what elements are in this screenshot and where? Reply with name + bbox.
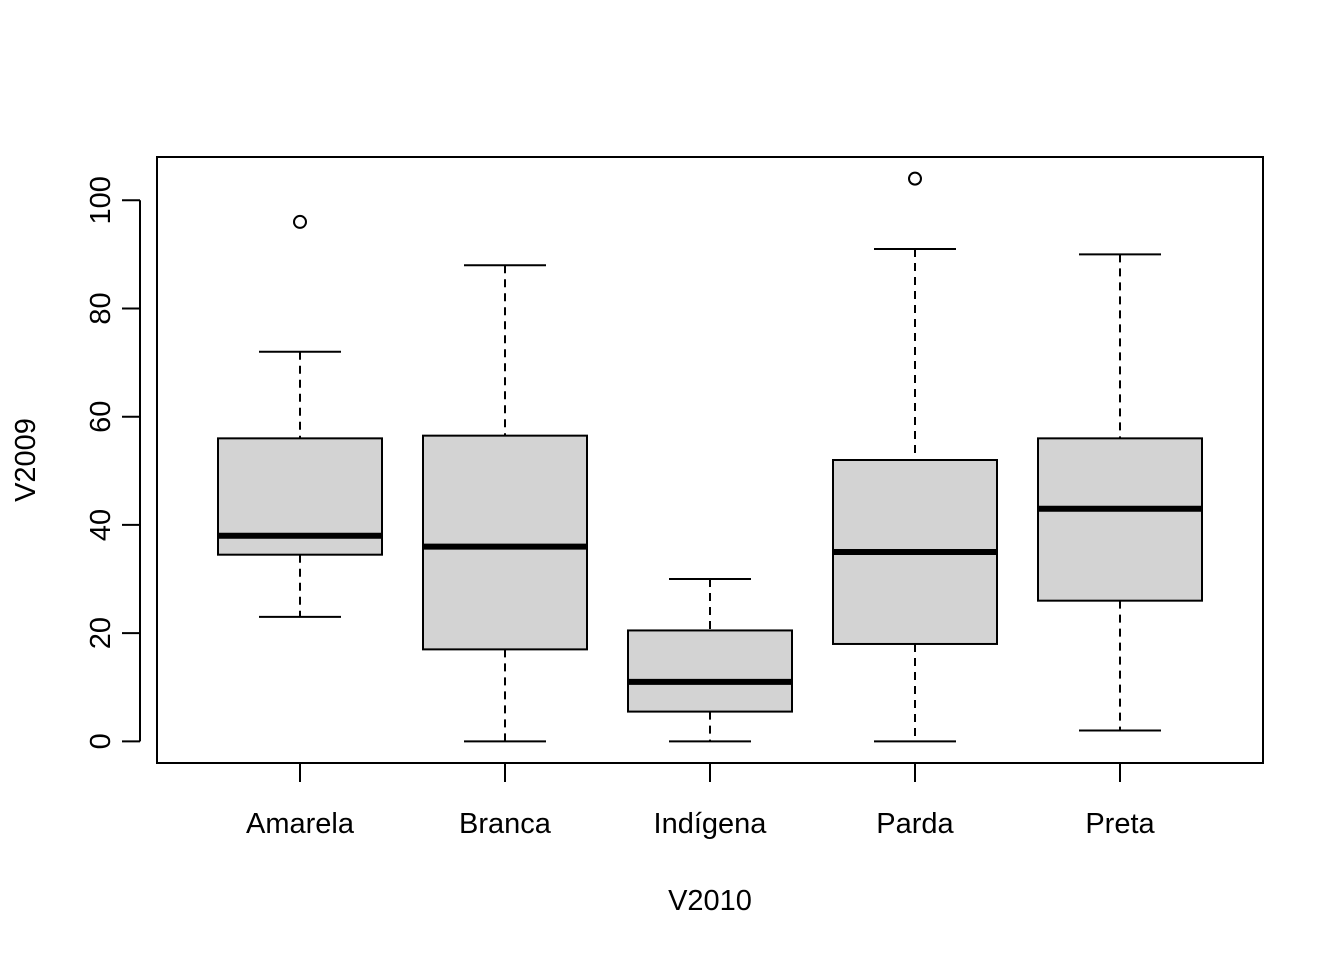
x-tick-label: Branca	[459, 808, 552, 840]
x-tick-label: Indígena	[654, 808, 768, 840]
box-iqr	[1037, 437, 1203, 602]
y-tick-label: 100	[85, 176, 117, 224]
box-group-2	[627, 578, 793, 743]
x-axis-label: V2010	[668, 885, 752, 917]
y-tick-label: 0	[85, 733, 117, 749]
box-iqr	[422, 434, 588, 651]
y-tick-label: 20	[85, 617, 117, 649]
box-iqr	[627, 629, 793, 713]
outlier-point	[908, 171, 922, 186]
y-axis-label: V2009	[10, 418, 42, 502]
box-group-0	[217, 214, 383, 618]
x-axis: Amarela Branca Indígena Parda Preta	[246, 763, 1156, 840]
y-axis: 0 20 40 60 80 100	[85, 176, 141, 749]
outlier-point	[293, 214, 307, 229]
box-group-4	[1037, 253, 1203, 732]
boxes-layer	[217, 171, 1203, 743]
y-tick-label: 80	[85, 292, 117, 324]
y-tick-label: 40	[85, 509, 117, 541]
y-tick-label: 60	[85, 401, 117, 433]
box-group-3	[832, 171, 998, 743]
x-tick-label: Parda	[876, 808, 954, 840]
x-tick-label: Amarela	[246, 808, 355, 840]
box-group-1	[422, 264, 588, 743]
x-tick-label: Preta	[1085, 808, 1155, 840]
